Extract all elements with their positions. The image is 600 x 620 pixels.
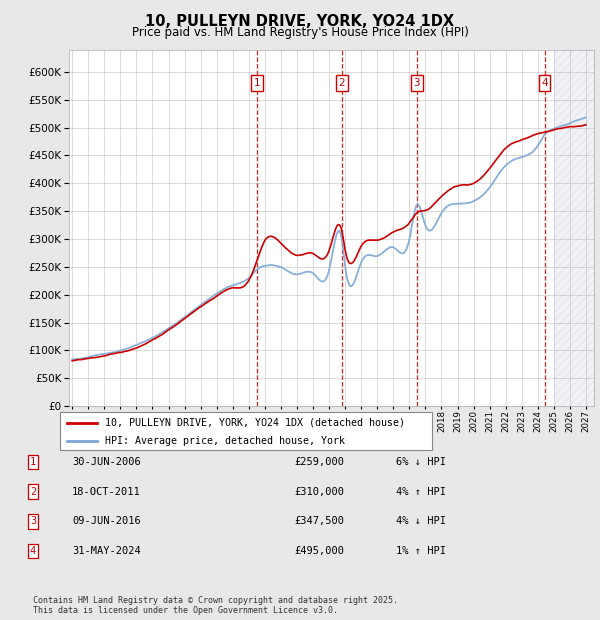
Text: 3: 3	[413, 78, 420, 88]
Text: 4: 4	[541, 78, 548, 88]
Text: 1: 1	[30, 457, 36, 467]
FancyBboxPatch shape	[60, 412, 432, 450]
Text: £495,000: £495,000	[294, 546, 344, 556]
Text: 1: 1	[254, 78, 260, 88]
Text: 4: 4	[30, 546, 36, 556]
Text: 3: 3	[30, 516, 36, 526]
Text: 10, PULLEYN DRIVE, YORK, YO24 1DX (detached house): 10, PULLEYN DRIVE, YORK, YO24 1DX (detac…	[104, 418, 404, 428]
Text: 1% ↑ HPI: 1% ↑ HPI	[396, 546, 446, 556]
Text: 2: 2	[338, 78, 345, 88]
Text: 30-JUN-2006: 30-JUN-2006	[72, 457, 141, 467]
Text: 31-MAY-2024: 31-MAY-2024	[72, 546, 141, 556]
Text: 6% ↓ HPI: 6% ↓ HPI	[396, 457, 446, 467]
Bar	[554, 50, 594, 406]
Text: 2: 2	[30, 487, 36, 497]
Text: 09-JUN-2016: 09-JUN-2016	[72, 516, 141, 526]
Text: £310,000: £310,000	[294, 487, 344, 497]
Text: 18-OCT-2011: 18-OCT-2011	[72, 487, 141, 497]
Text: Contains HM Land Registry data © Crown copyright and database right 2025.
This d: Contains HM Land Registry data © Crown c…	[33, 596, 398, 615]
Text: 4% ↑ HPI: 4% ↑ HPI	[396, 487, 446, 497]
Text: HPI: Average price, detached house, York: HPI: Average price, detached house, York	[104, 436, 344, 446]
Text: £259,000: £259,000	[294, 457, 344, 467]
Text: Price paid vs. HM Land Registry's House Price Index (HPI): Price paid vs. HM Land Registry's House …	[131, 26, 469, 39]
Text: £347,500: £347,500	[294, 516, 344, 526]
Text: 4% ↓ HPI: 4% ↓ HPI	[396, 516, 446, 526]
Text: 10, PULLEYN DRIVE, YORK, YO24 1DX: 10, PULLEYN DRIVE, YORK, YO24 1DX	[145, 14, 455, 29]
